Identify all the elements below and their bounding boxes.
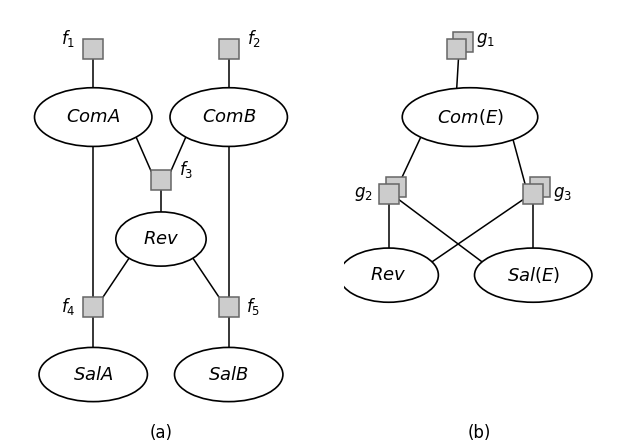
Text: $f_{1}$: $f_{1}$ bbox=[61, 28, 76, 48]
Bar bbox=[524, 184, 543, 204]
Text: $g_{2}$: $g_{2}$ bbox=[355, 185, 373, 203]
Bar bbox=[83, 40, 103, 59]
Text: $\mathit{Com(E)}$: $\mathit{Com(E)}$ bbox=[436, 107, 504, 127]
Text: $f_{3}$: $f_{3}$ bbox=[179, 159, 193, 179]
Ellipse shape bbox=[170, 88, 287, 147]
Text: $\mathit{SalB}$: $\mathit{SalB}$ bbox=[209, 365, 249, 384]
Ellipse shape bbox=[474, 248, 592, 302]
Bar bbox=[447, 40, 467, 59]
Ellipse shape bbox=[175, 347, 283, 402]
Bar bbox=[379, 184, 399, 204]
Bar bbox=[219, 297, 239, 317]
Ellipse shape bbox=[39, 347, 147, 402]
Text: $\mathit{Sal(E)}$: $\mathit{Sal(E)}$ bbox=[507, 265, 560, 285]
Ellipse shape bbox=[116, 212, 206, 266]
Bar bbox=[219, 40, 239, 59]
Ellipse shape bbox=[403, 88, 538, 147]
Text: $\mathit{SalA}$: $\mathit{SalA}$ bbox=[73, 365, 113, 384]
Text: (a): (a) bbox=[150, 424, 172, 442]
Text: $g_{1}$: $g_{1}$ bbox=[476, 31, 495, 49]
Bar bbox=[386, 177, 406, 197]
Text: $f_{4}$: $f_{4}$ bbox=[61, 296, 76, 317]
Text: (b): (b) bbox=[467, 424, 491, 442]
Ellipse shape bbox=[339, 248, 438, 302]
Text: $f_{5}$: $f_{5}$ bbox=[246, 296, 260, 317]
Bar bbox=[531, 177, 550, 197]
Bar bbox=[454, 32, 474, 52]
Bar bbox=[83, 297, 103, 317]
Text: $\mathit{Rev}$: $\mathit{Rev}$ bbox=[371, 266, 407, 284]
Text: $g_{3}$: $g_{3}$ bbox=[553, 185, 572, 203]
Text: $\mathit{Rev}$: $\mathit{Rev}$ bbox=[143, 230, 179, 248]
Ellipse shape bbox=[35, 88, 152, 147]
Bar bbox=[151, 170, 171, 190]
Text: $\mathit{ComA}$: $\mathit{ComA}$ bbox=[66, 108, 120, 126]
Text: $f_{2}$: $f_{2}$ bbox=[246, 28, 260, 48]
Text: $\mathit{ComB}$: $\mathit{ComB}$ bbox=[202, 108, 256, 126]
